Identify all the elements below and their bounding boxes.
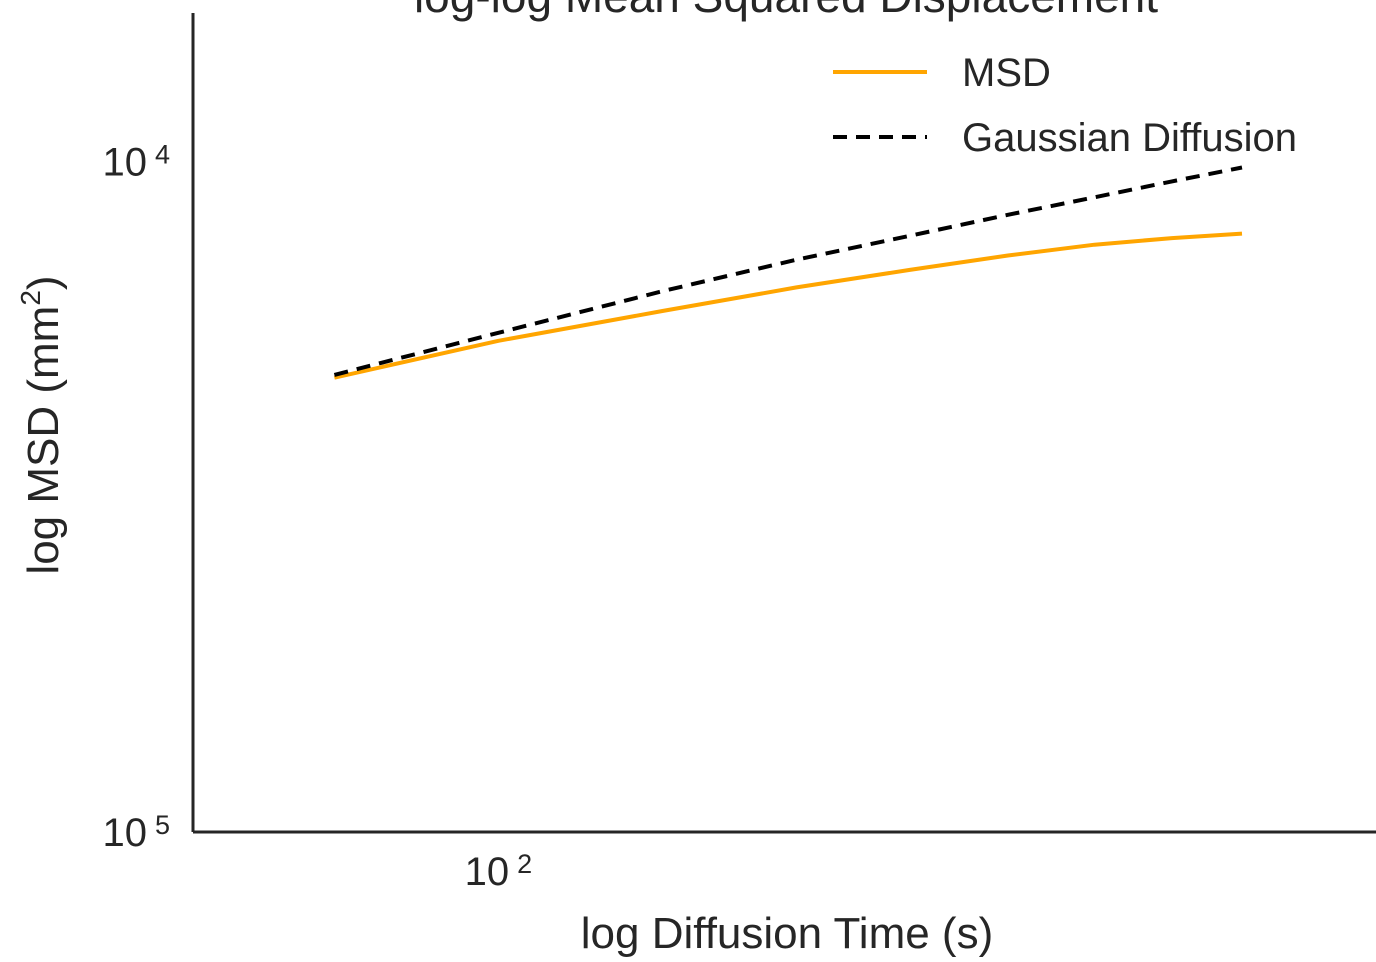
- legend: MSD Gaussian Diffusion: [833, 51, 1297, 160]
- legend-label-msd: MSD: [962, 51, 1051, 95]
- series-line-1: [334, 168, 1242, 375]
- y-axis-label-close: ): [19, 275, 68, 290]
- legend-label-gaussian: Gaussian Diffusion: [962, 116, 1297, 160]
- series-layer: [334, 168, 1242, 378]
- series-line-0: [334, 234, 1242, 378]
- y-axis-label-main: log MSD (mm: [19, 306, 68, 575]
- y-axis-label-sup: 2: [15, 290, 46, 306]
- y-tick-label-1: 10 5: [102, 810, 170, 855]
- x-tick-label-0: 10 2: [465, 849, 533, 894]
- chart-title: log-log Mean Squared Displacement: [414, 0, 1158, 22]
- ticks-layer: 10 2 10 4 10 5: [102, 140, 532, 894]
- x-axis-label: log Diffusion Time (s): [581, 909, 993, 958]
- y-tick-label-0: 10 4: [102, 140, 170, 185]
- y-axis-label: log MSD (mm2): [15, 275, 68, 574]
